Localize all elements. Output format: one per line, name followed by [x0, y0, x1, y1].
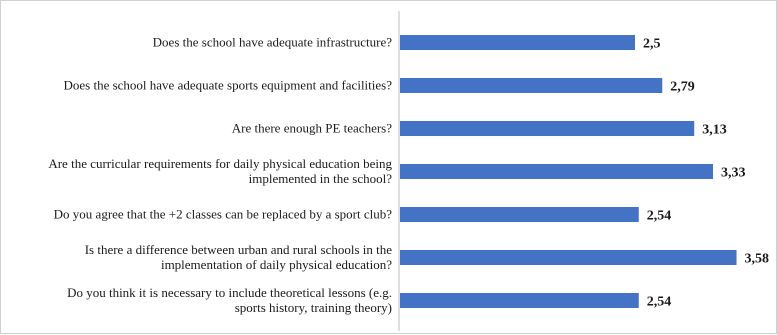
category-label: Does the school have adequate infrastruc… [153, 35, 393, 50]
data-label: 2,54 [647, 295, 672, 310]
data-label: 2,5 [643, 37, 661, 52]
data-label: 3,58 [745, 252, 770, 267]
data-label: 3,33 [721, 166, 746, 181]
data-label: 3,13 [702, 123, 727, 138]
category-label: Are the curricular requirements for dail… [48, 156, 392, 186]
bar [400, 293, 639, 308]
category-label: Is there a difference between urban and … [85, 242, 393, 272]
data-label: 2,54 [647, 209, 672, 224]
bar [400, 121, 695, 136]
bar [400, 78, 663, 93]
category-label: Do you agree that the +2 classes can be … [54, 207, 393, 222]
category-label: Do you think it is necessary to include … [67, 285, 392, 315]
bar [400, 164, 714, 179]
category-label: Are there enough PE teachers? [232, 121, 392, 136]
bar [400, 207, 639, 222]
category-label: Does the school have adequate sports equ… [63, 78, 392, 93]
bar [400, 35, 635, 50]
data-label: 2,79 [670, 80, 695, 95]
bar [400, 250, 737, 265]
